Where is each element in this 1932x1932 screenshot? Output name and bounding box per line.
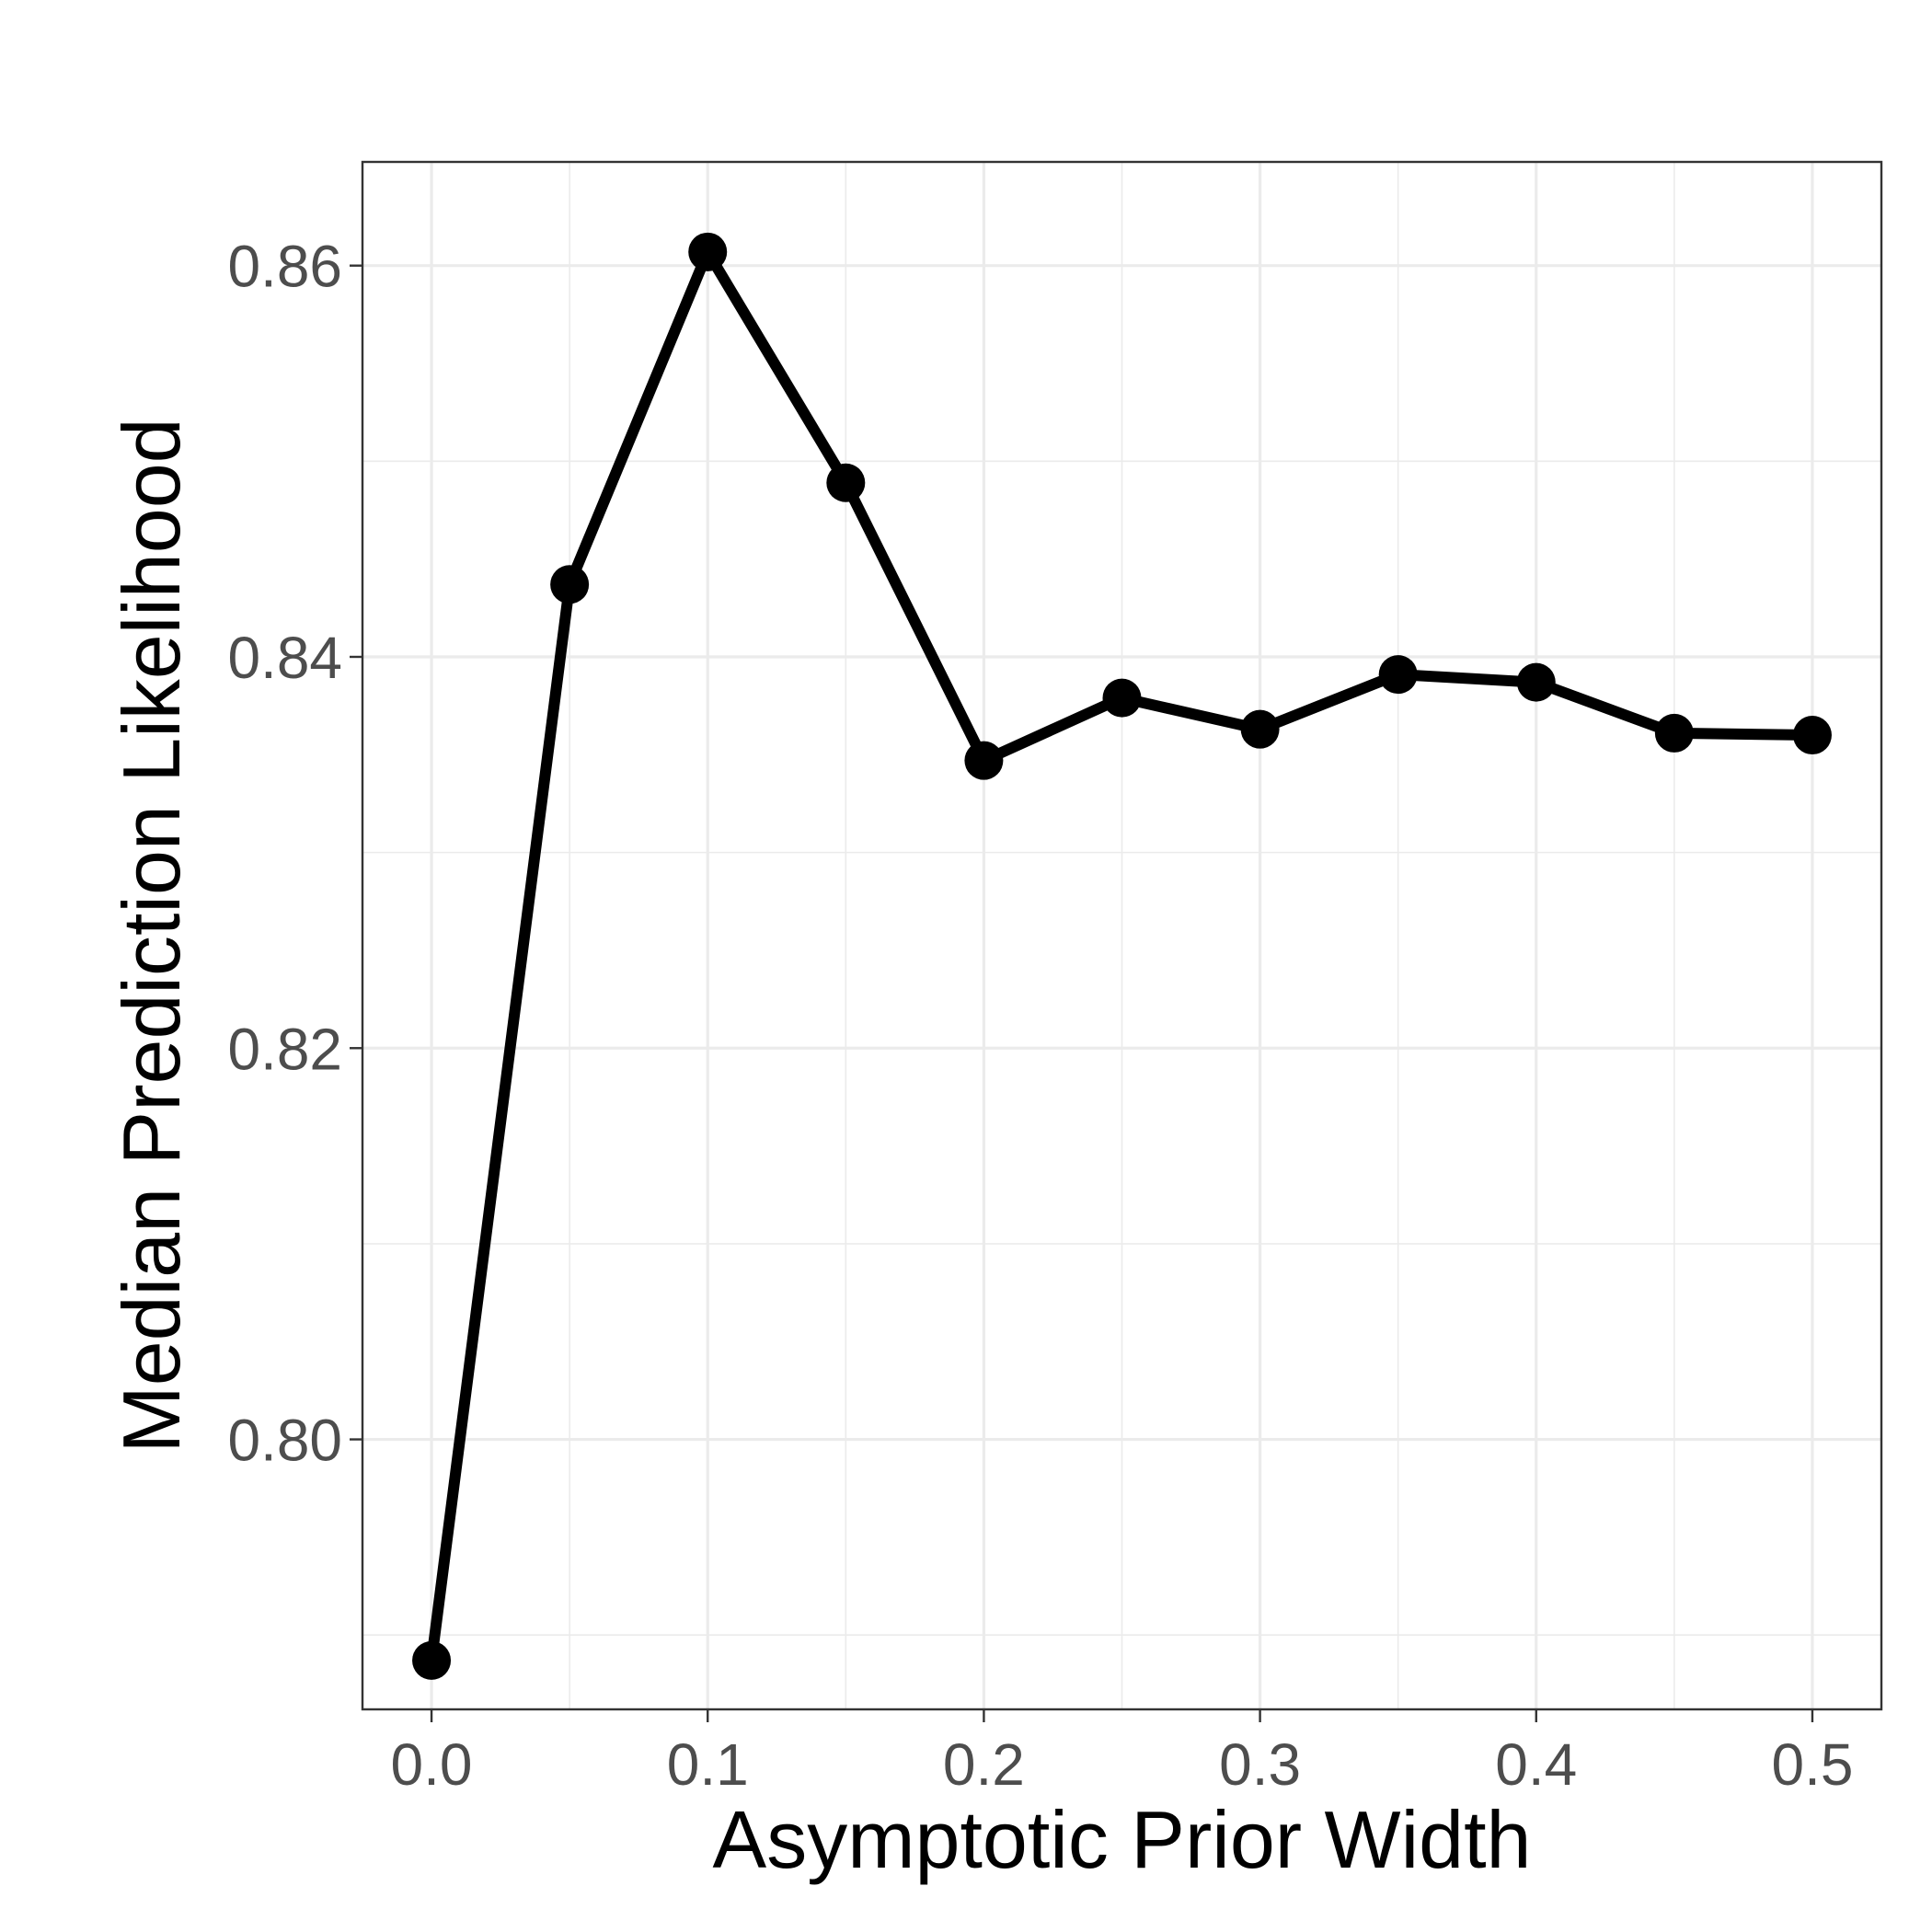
series-layer — [412, 232, 1832, 1680]
plot-panel-border — [361, 160, 1883, 1711]
data-point — [1240, 709, 1280, 749]
x-tick-label: 0.1 — [667, 1731, 749, 1798]
x-tick-label: 0.3 — [1219, 1731, 1301, 1798]
y-axis-title: Median Prediction Likelihood — [106, 418, 197, 1453]
y-axis: 0.80 0.82 0.84 0.86 — [227, 234, 362, 1474]
x-tick-label: 0.0 — [391, 1731, 473, 1798]
data-point — [1102, 678, 1142, 718]
data-point — [1516, 662, 1556, 702]
data-point — [1654, 713, 1694, 753]
y-tick-label: 0.84 — [227, 625, 342, 691]
data-point — [964, 741, 1004, 780]
data-point — [1378, 655, 1418, 695]
data-point — [550, 565, 590, 604]
y-tick-label: 0.86 — [227, 234, 342, 300]
data-point — [412, 1640, 452, 1680]
x-tick-label: 0.5 — [1771, 1731, 1853, 1798]
data-point — [688, 232, 728, 271]
x-tick-label: 0.2 — [943, 1731, 1025, 1798]
x-axis: 0.0 0.1 0.2 0.3 0.4 0.5 — [391, 1709, 1853, 1798]
y-tick-label: 0.80 — [227, 1408, 342, 1474]
major-gridlines — [362, 162, 1881, 1709]
data-point — [826, 463, 866, 502]
x-tick-label: 0.4 — [1495, 1731, 1577, 1798]
data-point — [1792, 716, 1832, 755]
x-axis-title: Asymptotic Prior Width — [713, 1794, 1532, 1885]
y-tick-label: 0.82 — [227, 1016, 342, 1082]
